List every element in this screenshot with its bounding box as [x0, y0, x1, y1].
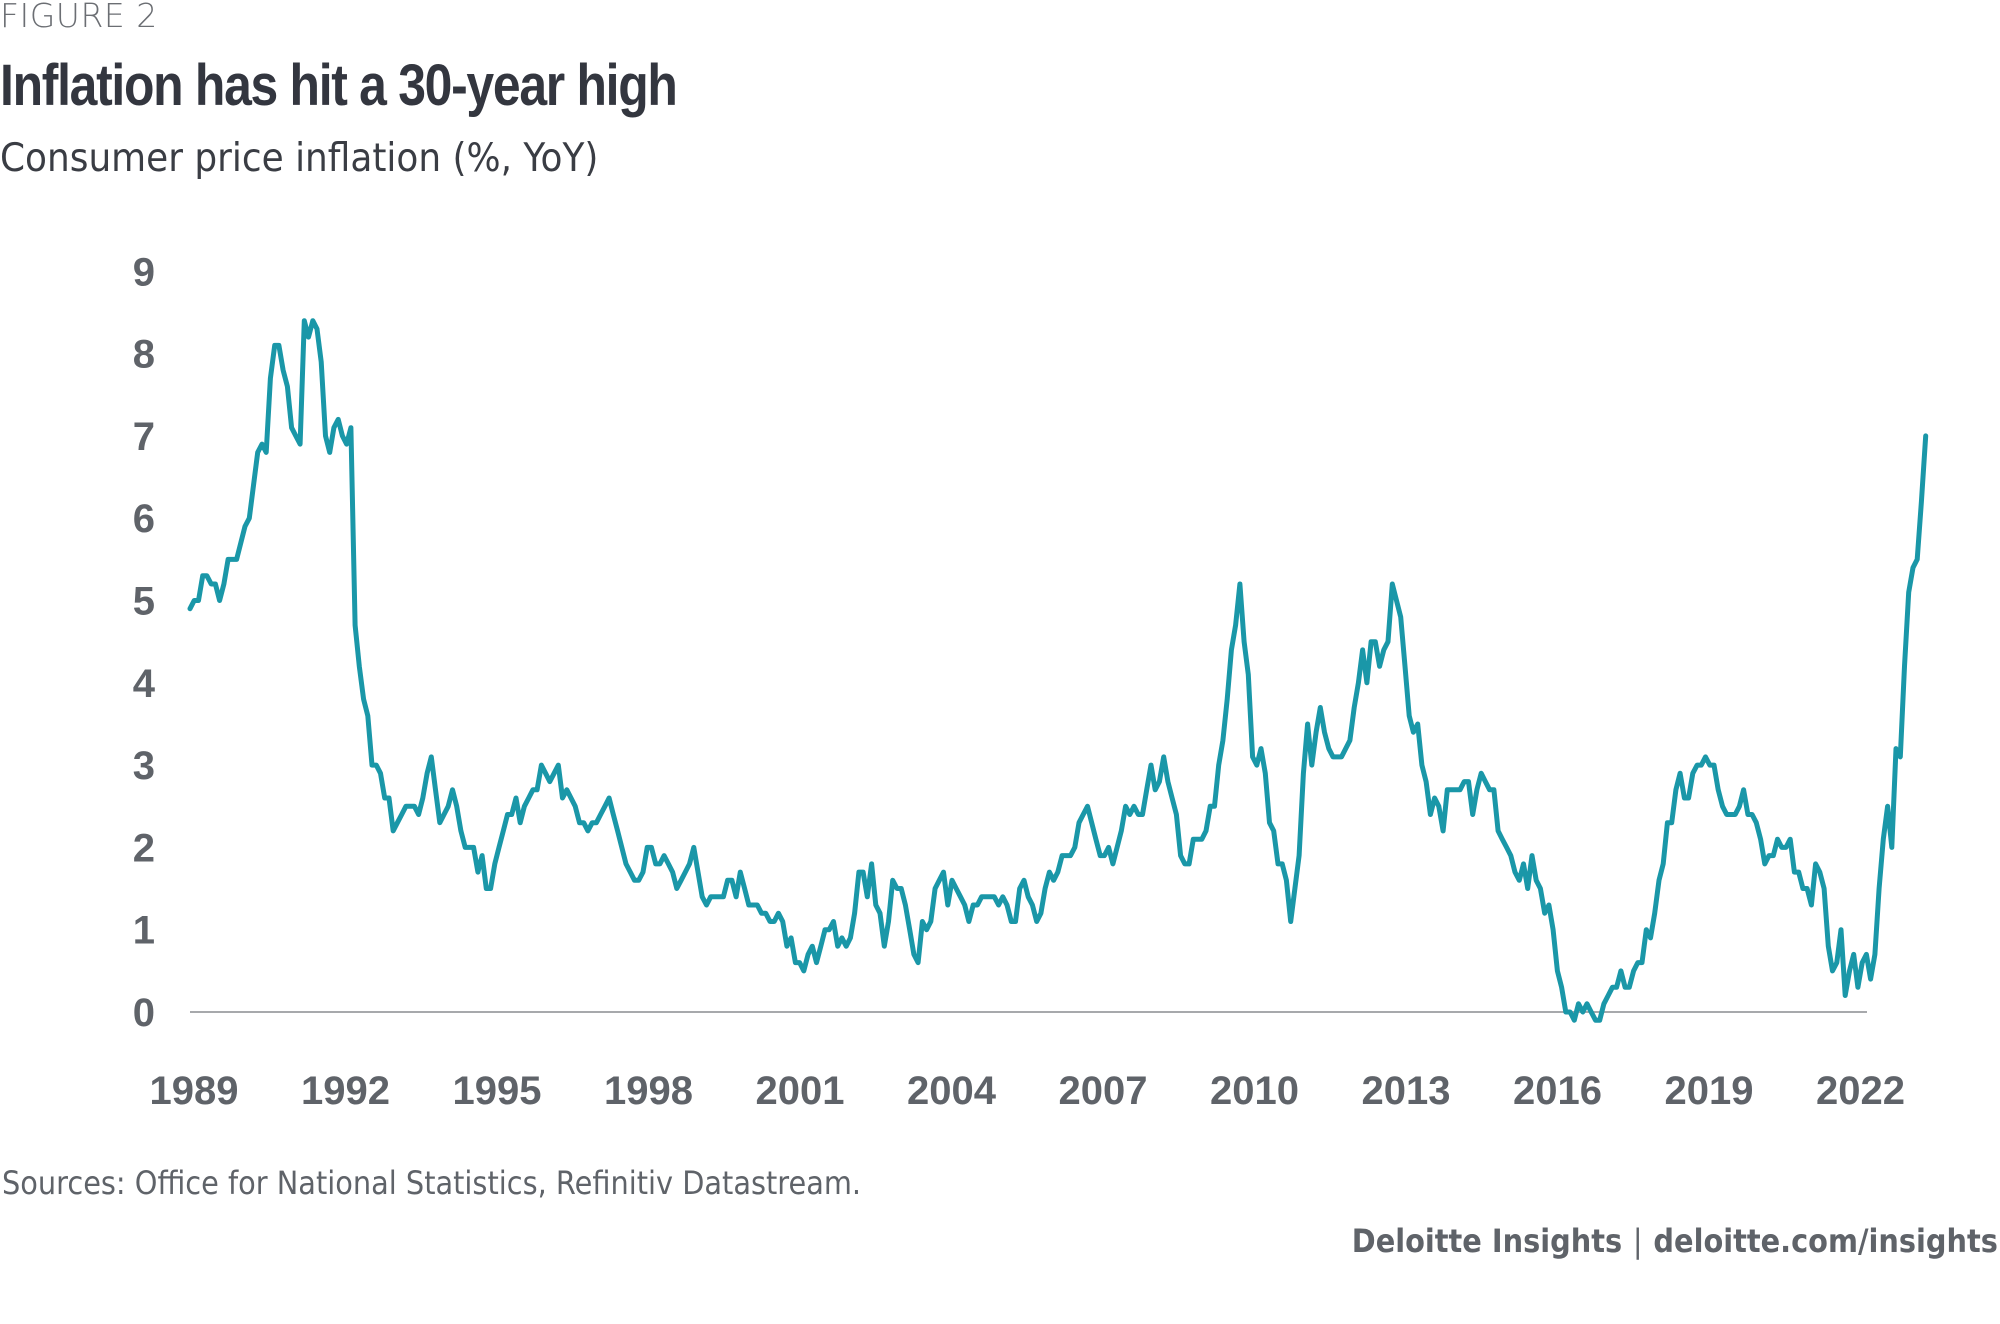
x-tick-label: 1995 — [453, 1069, 542, 1113]
y-tick-label: 3 — [133, 744, 155, 788]
x-tick-label: 2022 — [1816, 1069, 1905, 1113]
y-axis-ticks: 0 1 2 3 4 5 6 7 8 9 — [133, 250, 156, 1035]
y-tick-label: 1 — [133, 909, 155, 953]
x-tick-label: 1989 — [150, 1069, 239, 1113]
chart-title: Inflation has hit a 30-year high — [0, 53, 678, 118]
y-tick-label: 6 — [133, 497, 155, 541]
y-tick-label: 4 — [133, 662, 156, 706]
x-tick-label: 2004 — [907, 1069, 997, 1113]
sources-note: Sources: Office for National Statistics,… — [2, 1164, 862, 1202]
y-tick-label: 9 — [133, 250, 155, 294]
chart-subtitle: Consumer price inflation (%, YoY) — [0, 136, 599, 181]
x-tick-label: 1992 — [301, 1069, 390, 1113]
x-tick-label: 2007 — [1059, 1069, 1148, 1113]
y-tick-label: 8 — [133, 333, 155, 377]
footer-credit: Deloitte Insights | deloitte.com/insights — [1352, 1222, 1998, 1260]
brand-name: Deloitte Insights — [1351, 1222, 1623, 1260]
x-tick-label: 2019 — [1665, 1069, 1754, 1113]
brand-url[interactable]: deloitte.com/insights — [1653, 1222, 1998, 1260]
y-tick-label: 7 — [133, 415, 155, 459]
x-tick-label: 1998 — [604, 1069, 693, 1113]
x-axis-ticks: 1989 1992 1995 1998 2001 2004 2007 2010 2013 2016… — [150, 1069, 1905, 1113]
figure-label: FIGURE 2 — [0, 0, 158, 35]
y-tick-label: 2 — [133, 826, 155, 870]
x-tick-label: 2016 — [1513, 1069, 1602, 1113]
x-tick-label: 2013 — [1362, 1069, 1451, 1113]
x-tick-label: 2001 — [756, 1069, 845, 1113]
series-line-cpi — [187, 318, 1929, 1023]
x-tick-label: 2010 — [1210, 1069, 1299, 1113]
y-tick-label: 0 — [133, 991, 155, 1035]
footer-separator: | — [1633, 1222, 1643, 1260]
y-tick-label: 5 — [133, 580, 155, 624]
